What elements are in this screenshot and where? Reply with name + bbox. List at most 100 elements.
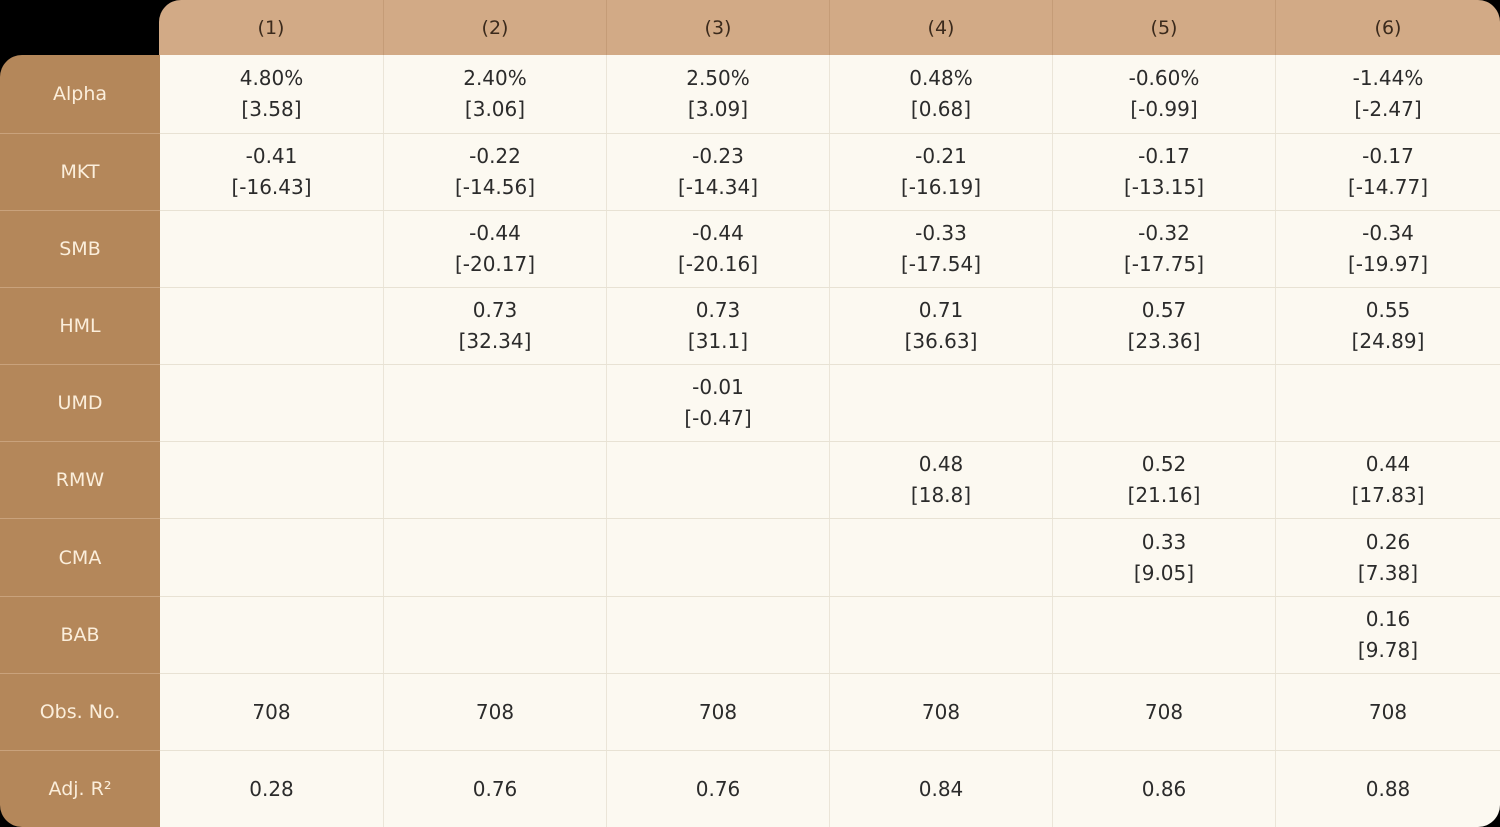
t-statistic-value: [32.34] <box>458 329 532 353</box>
t-statistic-value: [9.05] <box>1133 560 1195 585</box>
t-statistic-value: [9.78] <box>1357 638 1419 662</box>
table-cell: -0.60% [-0.99] <box>1052 55 1275 133</box>
table-cell <box>606 442 829 518</box>
column-header: (4) <box>829 0 1052 55</box>
table-cell: 0.84 <box>829 751 1052 827</box>
table-cell <box>383 597 606 673</box>
row-label: HML <box>0 287 160 364</box>
t-statistic-value: [3.09] <box>687 97 749 121</box>
table-cell: -0.33 [-17.54] <box>829 211 1052 287</box>
t-statistic-value: [7.38] <box>1357 560 1419 585</box>
table-cell: -0.44 [-20.17] <box>383 211 606 287</box>
column-header: (1) <box>257 16 285 39</box>
coefficient-value: -0.21 <box>915 144 967 168</box>
table-cell: 0.71 [36.63] <box>829 288 1052 364</box>
coefficient-value: -0.41 <box>245 144 298 168</box>
t-statistic-value: [-0.47] <box>684 406 752 430</box>
table-cell: 0.86 <box>1052 751 1275 827</box>
table-cell: 0.26 [7.38] <box>1275 519 1500 596</box>
table-cell: 2.40% [3.06] <box>383 55 606 133</box>
coefficient-value: -0.34 <box>1362 221 1414 245</box>
coefficient-value: 0.88 <box>1365 776 1411 801</box>
coefficient-value: 0.76 <box>472 776 518 801</box>
table-cell: 0.76 <box>383 751 606 827</box>
table-cell: 0.73 [32.34] <box>383 288 606 364</box>
t-statistic-value: [-0.99] <box>1130 97 1198 121</box>
table-cell <box>383 442 606 518</box>
t-statistic-value: [-20.16] <box>677 252 759 276</box>
table-cell: 0.44 [17.83] <box>1275 442 1500 518</box>
t-statistic-value: [-16.19] <box>900 175 982 199</box>
t-statistic-value: [18.8] <box>910 483 972 507</box>
column-header: (2) <box>383 0 606 55</box>
table-row: 708 708 708 708 708 708 <box>160 673 1500 750</box>
table-row: 0.16 [9.78] <box>160 596 1500 673</box>
coefficient-value: 0.16 <box>1365 607 1411 631</box>
coefficient-value: 0.26 <box>1365 529 1411 554</box>
t-statistic-value: [-14.77] <box>1347 175 1429 199</box>
table-cell: -1.44% [-2.47] <box>1275 55 1500 133</box>
coefficient-value: 708 <box>1144 699 1184 724</box>
row-label: Adj. R² <box>0 750 160 827</box>
table-cell: 0.52 [21.16] <box>1052 442 1275 518</box>
coefficient-value: 708 <box>921 699 961 724</box>
table-cell <box>160 519 383 596</box>
table-cell <box>606 597 829 673</box>
coefficient-value: -0.17 <box>1362 144 1414 168</box>
coefficient-value: -1.44% <box>1352 66 1424 90</box>
coefficient-value: -0.60% <box>1128 66 1200 90</box>
table-cell <box>160 365 383 441</box>
table-cell: -0.17 [-14.77] <box>1275 134 1500 210</box>
coefficient-value: 0.48% <box>909 66 973 90</box>
table-cell: 0.28 <box>160 751 383 827</box>
t-statistic-value: [-17.54] <box>900 252 982 276</box>
coefficient-value: 708 <box>1368 699 1408 724</box>
table-cell: 0.33 [9.05] <box>1052 519 1275 596</box>
table-row: 0.33 [9.05] 0.26 [7.38] <box>160 518 1500 596</box>
coefficient-value: 0.55 <box>1365 298 1411 322</box>
table-cell: 708 <box>829 674 1052 750</box>
coefficient-value: 0.57 <box>1141 298 1187 322</box>
row-label: SMB <box>0 210 160 287</box>
table-cell <box>829 597 1052 673</box>
table-cell: -0.21 [-16.19] <box>829 134 1052 210</box>
table-cell: 708 <box>1052 674 1275 750</box>
t-statistic-value: [-14.34] <box>677 175 759 199</box>
t-statistic-value: [3.06] <box>464 97 526 121</box>
table-cell <box>383 365 606 441</box>
coefficient-value: 0.33 <box>1141 529 1187 554</box>
t-statistic-value: [-14.56] <box>454 175 536 199</box>
coefficient-value: 0.76 <box>695 776 741 801</box>
t-statistic-value: [-2.47] <box>1354 97 1422 121</box>
row-label: Obs. No. <box>0 673 160 750</box>
t-statistic-value: [3.58] <box>241 97 302 121</box>
table-row: -0.01 [-0.47] <box>160 364 1500 441</box>
table-row: -0.44 [-20.17] -0.44 [-20.16] -0.33 [-17.54] -… <box>160 210 1500 287</box>
coefficient-value: -0.17 <box>1138 144 1190 168</box>
table-row: 4.80% [3.58] 2.40% [3.06] 2.50% [3.09] 0.48% [0… <box>160 55 1500 133</box>
t-statistic-value: [24.89] <box>1351 329 1425 353</box>
t-statistic-value: [0.68] <box>910 97 972 121</box>
coefficient-value: 0.84 <box>918 776 964 801</box>
coefficient-value: -0.22 <box>469 144 521 168</box>
row-label: Alpha <box>52 83 108 105</box>
table-cell <box>1275 365 1500 441</box>
table-cell: -0.23 [-14.34] <box>606 134 829 210</box>
coefficient-value: 0.52 <box>1141 452 1187 476</box>
row-label-column: Alpha MKT SMB HML UMD RMW CMA BAB Obs. No. Adj. R… <box>0 55 160 827</box>
row-label: CMA <box>0 518 160 596</box>
table-cell: 708 <box>160 674 383 750</box>
column-header: (5) <box>1052 0 1275 55</box>
table-cell: 0.48 [18.8] <box>829 442 1052 518</box>
row-label: RMW <box>0 441 160 518</box>
table-row: 0.73 [32.34] 0.73 [31.1] 0.71 [36.63] 0.57 [23.… <box>160 287 1500 364</box>
table-cell <box>160 597 383 673</box>
table-cell: 0.73 [31.1] <box>606 288 829 364</box>
coefficient-value: -0.32 <box>1138 221 1190 245</box>
t-statistic-value: [-16.43] <box>231 175 312 199</box>
column-header: (6) <box>1275 0 1500 55</box>
table-cell <box>383 519 606 596</box>
table-cell: -0.17 [-13.15] <box>1052 134 1275 210</box>
coefficient-value: -0.44 <box>469 221 521 245</box>
coefficient-value: 2.40% <box>463 66 527 90</box>
